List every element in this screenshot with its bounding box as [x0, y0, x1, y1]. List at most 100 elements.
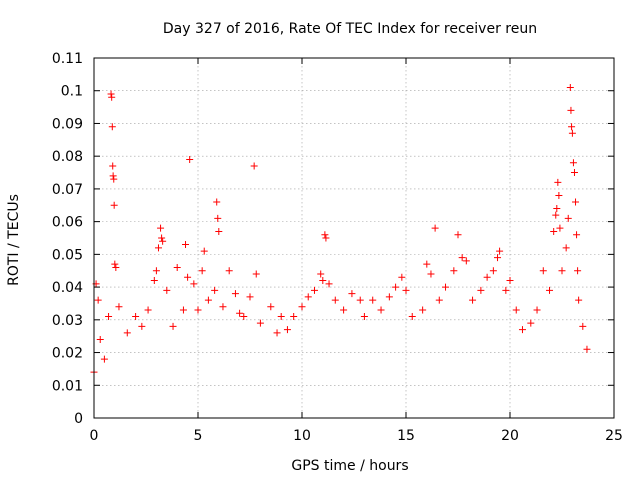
y-tick-label: 0.11 — [52, 51, 83, 67]
data-point — [115, 303, 123, 311]
data-point — [572, 198, 580, 206]
data-point — [252, 270, 260, 278]
data-point — [319, 277, 327, 285]
data-point — [494, 254, 502, 262]
data-point — [236, 309, 244, 317]
data-point — [483, 273, 491, 281]
data-point — [109, 162, 117, 170]
x-tick-label: 20 — [501, 428, 519, 444]
data-point — [527, 319, 535, 327]
data-point — [340, 306, 348, 314]
data-point — [267, 303, 275, 311]
data-point — [360, 313, 368, 321]
data-point — [325, 280, 333, 288]
data-point — [159, 237, 167, 245]
data-point — [163, 286, 171, 294]
data-point — [215, 227, 223, 235]
data-point — [169, 322, 177, 330]
y-tick-label: 0.08 — [52, 149, 83, 165]
data-point — [568, 129, 576, 137]
data-point — [567, 106, 575, 114]
data-point — [408, 313, 416, 321]
data-point — [555, 191, 563, 199]
data-point — [496, 247, 504, 255]
data-point — [458, 254, 466, 262]
data-point — [512, 306, 520, 314]
data-point — [283, 326, 291, 334]
data-point — [574, 267, 582, 275]
y-tick-labels: 0 0.01 0.02 0.03 0.04 0.05 0.06 0.07 0.08 0.09 0.1… — [52, 51, 83, 427]
plot-frame — [93, 57, 615, 419]
data-point — [110, 175, 118, 183]
data-point — [322, 234, 330, 242]
data-point — [583, 345, 591, 353]
y-tick-label: 0.04 — [52, 280, 83, 296]
data-point — [123, 329, 131, 337]
data-point — [331, 296, 339, 304]
data-point — [533, 306, 541, 314]
data-point — [579, 322, 587, 330]
y-tick-label: 0.07 — [52, 182, 83, 198]
data-point — [462, 257, 470, 265]
data-point — [489, 267, 497, 275]
data-point — [213, 198, 221, 206]
data-point — [96, 335, 104, 343]
data-point — [442, 283, 450, 291]
data-point — [566, 83, 574, 91]
data-point — [553, 205, 561, 213]
y-tick-label: 0.05 — [52, 247, 83, 263]
data-point — [398, 273, 406, 281]
data-point — [108, 123, 116, 131]
data-point — [186, 155, 194, 163]
x-tick-label: 0 — [90, 428, 99, 444]
data-point — [502, 286, 510, 294]
data-point — [550, 227, 558, 235]
data-point — [132, 313, 140, 321]
data-point — [454, 231, 462, 239]
data-point — [431, 224, 439, 232]
data-point — [518, 326, 526, 334]
data-point — [240, 313, 248, 321]
data-point — [152, 267, 160, 275]
data-point — [402, 286, 410, 294]
data-point — [356, 296, 364, 304]
data-point — [225, 267, 233, 275]
data-point — [570, 169, 578, 177]
data-point — [211, 286, 219, 294]
data-point — [250, 162, 258, 170]
data-point — [110, 201, 118, 209]
data-point — [392, 283, 400, 291]
data-point — [298, 303, 306, 311]
y-tick-label: 0.1 — [61, 84, 83, 100]
data-point — [562, 244, 570, 252]
data-point — [246, 293, 254, 301]
data-point — [556, 224, 564, 232]
data-point — [321, 231, 329, 239]
data-point — [150, 277, 158, 285]
data-point — [231, 290, 239, 298]
data-point — [138, 322, 146, 330]
data-point — [198, 267, 206, 275]
data-point — [575, 296, 583, 304]
data-point — [94, 296, 102, 304]
data-point — [554, 178, 562, 186]
x-tick-labels: 0 5 10 15 20 25 — [90, 428, 623, 444]
x-tick-label: 25 — [605, 428, 623, 444]
x-axis-label: GPS time / hours — [291, 458, 408, 474]
data-point — [348, 290, 356, 298]
data-point — [506, 277, 514, 285]
data-point — [435, 296, 443, 304]
data-point — [105, 313, 113, 321]
x-tick-label: 15 — [397, 428, 415, 444]
data-point — [423, 260, 431, 268]
y-tick-label: 0.02 — [52, 346, 83, 362]
data-point — [564, 214, 572, 222]
y-tick-label: 0.09 — [52, 116, 83, 132]
data-point — [190, 280, 198, 288]
x-tick-label: 10 — [293, 428, 311, 444]
data-point — [568, 123, 576, 131]
data-point — [304, 293, 312, 301]
y-tick-label: 0.01 — [52, 378, 83, 394]
y-tick-label: 0.06 — [52, 215, 83, 231]
